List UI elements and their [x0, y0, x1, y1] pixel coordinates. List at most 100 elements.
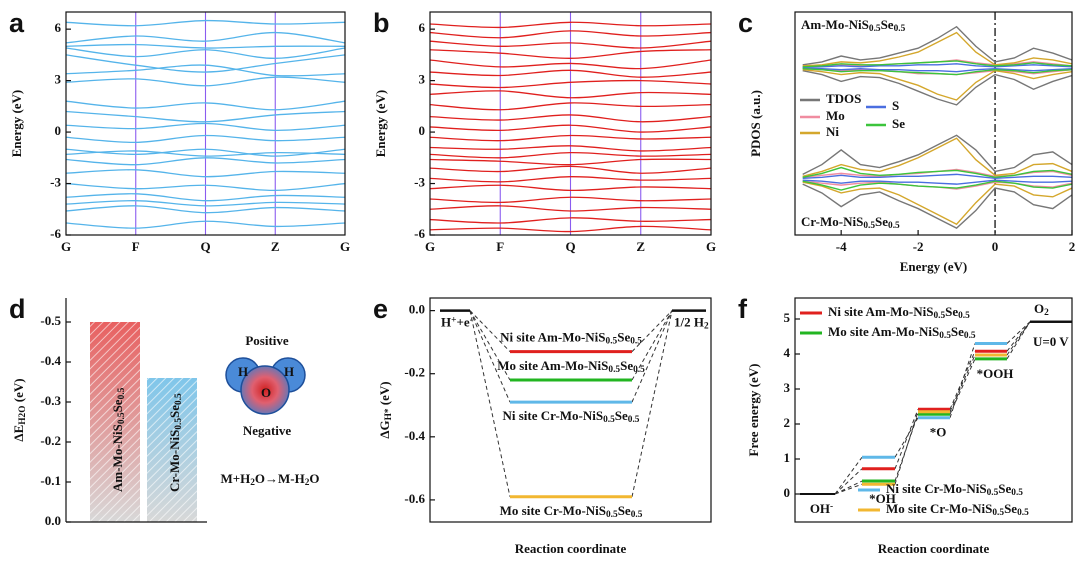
panel-letter: b [373, 8, 390, 38]
bar-hatch [90, 322, 140, 522]
group-title: Am-Mo-NiS0.5Se0.5 [801, 17, 906, 34]
y-tick-label: -3 [414, 175, 425, 190]
text-part: Se [615, 408, 628, 423]
connector [834, 456, 863, 495]
band-line [66, 122, 345, 132]
text-part: (eV) [377, 381, 392, 408]
annotation: U=0 V [1033, 334, 1069, 349]
band-line [430, 196, 711, 204]
x-axis-label: Reaction coordinate [515, 541, 627, 556]
molecule-label: Positive [245, 333, 289, 348]
water-molecule [225, 357, 306, 415]
band-line [66, 157, 345, 166]
band-line [430, 69, 711, 78]
text-part: 0.5 [606, 336, 618, 346]
x-tick-label: -2 [913, 239, 924, 254]
panel-letter: d [9, 294, 26, 324]
panel: dAm-Mo-NiS0.5Se0.5Cr-Mo-NiS0.5Se0.50.0-0… [9, 294, 320, 528]
text-part: ΔE [11, 425, 26, 442]
panel-letter: f [738, 294, 748, 324]
pdos-line [802, 69, 1072, 101]
text-part: Am-Mo-NiS [801, 17, 869, 32]
equation: M+H2O→M-H2O [220, 471, 319, 488]
pdos-line [802, 67, 1072, 73]
band-line [430, 152, 711, 159]
x-tick-label: G [425, 239, 435, 254]
pdos-line [802, 63, 1072, 68]
connector [894, 411, 919, 485]
level-label: H++e- [441, 315, 473, 330]
y-tick-label: 5 [784, 310, 791, 325]
step-label: *OH [869, 491, 896, 506]
band-line [430, 102, 711, 111]
text-part: Se [618, 503, 631, 518]
panel-letter: c [738, 8, 753, 38]
text-part: Ni site Am-Mo-NiS [500, 330, 605, 345]
text-part: 0.5 [633, 365, 645, 375]
band-line [430, 21, 711, 29]
x-tick-label: 2 [1069, 239, 1076, 254]
text-part: 0.5 [1017, 508, 1029, 518]
band-line [66, 110, 345, 123]
connector [949, 351, 976, 410]
text-part: ΔG [377, 420, 392, 438]
legend-label: Mo site Am-Mo-NiS0.5Se0.5 [828, 324, 976, 341]
plot-frame [429, 297, 712, 523]
band-line [430, 59, 711, 70]
text-part: 2 [305, 478, 310, 488]
text-part: 0.5 [863, 221, 875, 231]
band-line [66, 150, 345, 157]
band-line [66, 76, 345, 87]
step-label: *OOH [977, 366, 1014, 381]
text-part: Se [617, 330, 630, 345]
level-label: Mo site Am-Mo-NiS0.5Se0.5 [497, 358, 645, 375]
group-title: Cr-Mo-NiS0.5Se0.5 [801, 214, 900, 231]
connector [1006, 321, 1031, 344]
text-part: Se [1004, 501, 1017, 516]
y-tick-label: 0.0 [409, 302, 425, 317]
connector [469, 310, 511, 352]
y-tick-label: -0.4 [40, 353, 61, 368]
text-part: 0.5 [174, 418, 184, 430]
band-line [66, 182, 345, 192]
text-part: *OH [869, 491, 896, 506]
connector [469, 310, 511, 381]
connector [1006, 321, 1031, 360]
y-axis-label: Energy (eV) [9, 90, 24, 158]
y-tick-label: 0.0 [45, 513, 61, 528]
text-part: (eV) [11, 378, 26, 405]
text-part: Se [110, 399, 125, 412]
connector [631, 310, 673, 403]
text-part: 0.5 [174, 393, 184, 405]
x-tick-label: Z [636, 239, 645, 254]
bar-hatch [147, 378, 197, 522]
legend-label: Mo site Cr-Mo-NiS0.5Se0.5 [886, 501, 1029, 518]
pdos-line [802, 183, 1072, 229]
x-tick-label: F [496, 239, 504, 254]
band-line [430, 79, 711, 89]
text-part: 2 [250, 478, 255, 488]
plot-frame [429, 11, 712, 236]
text-part: H* [384, 408, 394, 420]
text-part: 0.5 [117, 412, 127, 424]
band-line [430, 176, 711, 183]
band-line [66, 169, 345, 178]
connector [631, 310, 673, 381]
text-part: 1/2 H [674, 315, 704, 330]
y-tick-label: 6 [55, 20, 62, 35]
x-tick-label: G [340, 239, 350, 254]
y-tick-label: 0 [784, 485, 791, 500]
pdos-line [802, 180, 1072, 191]
connector [469, 310, 511, 497]
text-part: Ni site Cr-Mo-NiS [503, 408, 604, 423]
pdos-line [802, 137, 1072, 177]
band-line [430, 158, 711, 166]
text-part: OH [810, 501, 830, 516]
x-tick-label: F [132, 239, 140, 254]
legend-label: S [892, 98, 899, 113]
y-tick-label: 3 [419, 72, 426, 87]
band-line [66, 19, 345, 27]
y-tick-label: -0.5 [40, 313, 61, 328]
text-part: 0.5 [933, 311, 945, 321]
